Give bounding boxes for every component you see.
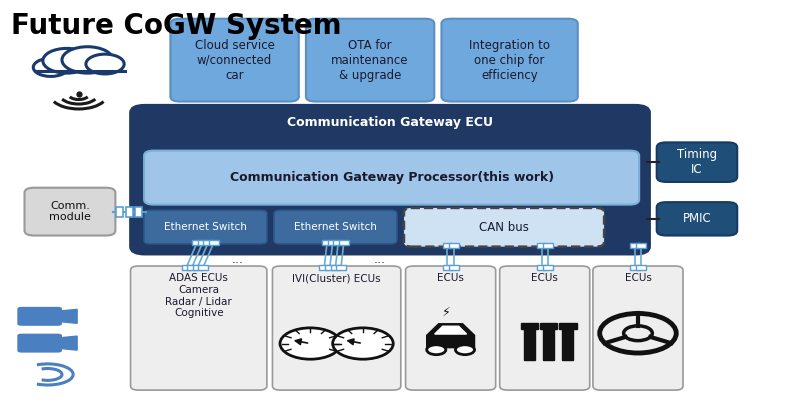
Bar (521, 323, 538, 329)
Bar (537, 243, 546, 248)
Circle shape (43, 49, 90, 73)
Bar (182, 265, 191, 270)
FancyBboxPatch shape (657, 142, 738, 182)
Circle shape (62, 47, 113, 73)
Text: Ethernet Switch: Ethernet Switch (164, 222, 247, 232)
Bar (198, 240, 207, 245)
Text: Future CoGW System: Future CoGW System (11, 12, 342, 40)
Bar (135, 207, 142, 217)
Bar (630, 243, 639, 248)
Text: Communication Gateway Processor(this work): Communication Gateway Processor(this wor… (230, 171, 554, 184)
Bar (630, 265, 639, 270)
Bar (540, 323, 558, 329)
FancyBboxPatch shape (25, 188, 115, 236)
Text: OTA for
maintenance
& upgrade: OTA for maintenance & upgrade (331, 39, 409, 82)
FancyBboxPatch shape (130, 266, 267, 390)
Bar (336, 265, 346, 270)
FancyBboxPatch shape (144, 151, 639, 205)
Bar (562, 327, 574, 360)
Polygon shape (60, 309, 77, 323)
Bar (636, 265, 646, 270)
Bar (334, 240, 343, 245)
Bar (192, 240, 202, 245)
Bar (543, 243, 553, 248)
Bar (449, 243, 458, 248)
Bar (209, 240, 218, 245)
Bar (537, 265, 546, 270)
Bar (325, 265, 334, 270)
Bar (328, 240, 338, 245)
Bar (203, 240, 213, 245)
FancyBboxPatch shape (404, 208, 604, 247)
Bar (524, 327, 535, 360)
FancyBboxPatch shape (18, 334, 62, 353)
Polygon shape (36, 63, 125, 71)
Circle shape (280, 328, 341, 359)
Bar (543, 327, 554, 360)
Circle shape (34, 58, 68, 76)
Text: IVI(Cluster) ECUs: IVI(Cluster) ECUs (292, 273, 381, 283)
FancyBboxPatch shape (593, 266, 683, 390)
Bar (187, 265, 197, 270)
Text: CAN bus: CAN bus (479, 221, 529, 234)
FancyBboxPatch shape (144, 210, 267, 244)
FancyBboxPatch shape (500, 266, 590, 390)
FancyBboxPatch shape (657, 202, 738, 236)
Bar (559, 323, 577, 329)
FancyBboxPatch shape (130, 105, 650, 254)
Text: ⚡: ⚡ (442, 306, 451, 319)
Circle shape (426, 345, 446, 355)
FancyBboxPatch shape (406, 266, 496, 390)
Bar (330, 265, 340, 270)
FancyBboxPatch shape (170, 19, 298, 102)
FancyBboxPatch shape (18, 307, 62, 326)
Bar (126, 207, 133, 217)
Text: Ethernet Switch: Ethernet Switch (294, 222, 377, 232)
Text: ...: ... (374, 253, 386, 266)
Text: ECUs: ECUs (437, 273, 464, 283)
Bar (449, 265, 458, 270)
Text: Communication Gateway ECU: Communication Gateway ECU (287, 115, 493, 129)
FancyBboxPatch shape (273, 266, 401, 390)
FancyBboxPatch shape (274, 210, 397, 244)
Bar (442, 243, 452, 248)
Text: Comm.
module: Comm. module (49, 201, 91, 222)
Circle shape (455, 345, 474, 355)
Bar (442, 265, 452, 270)
Text: Cloud service
w/connected
car: Cloud service w/connected car (194, 39, 274, 82)
Bar (193, 265, 202, 270)
Bar (198, 265, 208, 270)
Circle shape (86, 54, 124, 74)
Polygon shape (434, 326, 466, 334)
Text: Integration to
one chip for
efficiency: Integration to one chip for efficiency (469, 39, 550, 82)
Bar (339, 240, 349, 245)
Bar (319, 265, 329, 270)
Polygon shape (426, 324, 474, 348)
Text: ...: ... (231, 253, 243, 266)
Bar (322, 240, 332, 245)
Text: Timing
IC: Timing IC (677, 148, 717, 176)
Text: PMIC: PMIC (682, 212, 711, 225)
FancyBboxPatch shape (442, 19, 578, 102)
FancyBboxPatch shape (306, 19, 434, 102)
Bar (116, 207, 123, 217)
Bar (636, 243, 646, 248)
Text: ECUs: ECUs (531, 273, 558, 283)
Polygon shape (60, 336, 77, 350)
Text: ADAS ECUs
Camera
Radar / Lidar
Cognitive: ADAS ECUs Camera Radar / Lidar Cognitive (166, 273, 232, 318)
Polygon shape (36, 64, 125, 71)
Text: ECUs: ECUs (625, 273, 651, 283)
Bar (543, 265, 553, 270)
Circle shape (333, 328, 394, 359)
